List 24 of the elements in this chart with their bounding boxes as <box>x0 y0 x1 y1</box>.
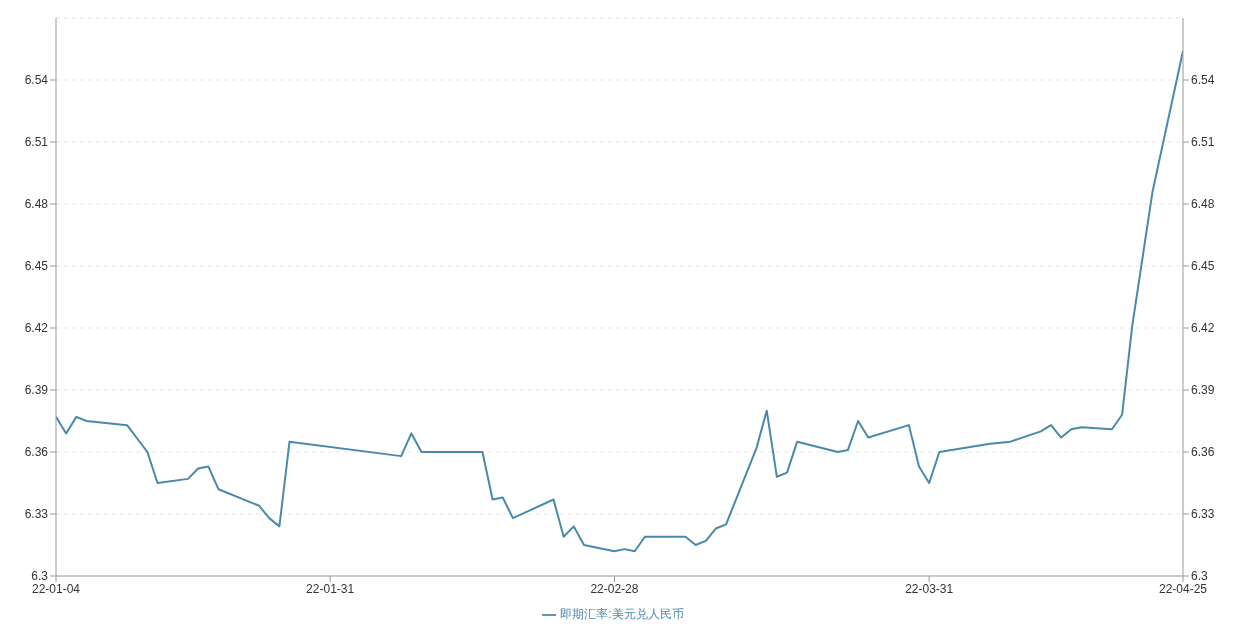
y2-tick-label: 6.54 <box>1191 73 1215 88</box>
y-tick-label: 6.51 <box>24 135 49 150</box>
y-tick-label: 6.54 <box>24 73 49 88</box>
legend-label: 即期汇率:美元兑人民币 <box>560 607 684 621</box>
x-tick-label: 22-04-25 <box>1158 581 1208 596</box>
x-tick-label: 22-01-04 <box>31 581 81 596</box>
y2-tick-label: 6.51 <box>1191 135 1215 150</box>
y-tick-label: 6.3 <box>31 569 49 584</box>
x-tick-label: 22-03-31 <box>905 581 954 596</box>
y2-tick-label: 6.39 <box>1191 383 1215 398</box>
x-tick-label: 22-01-31 <box>306 581 355 596</box>
y2-tick-label: 6.33 <box>1191 507 1215 522</box>
y-tick-label: 6.48 <box>24 197 49 212</box>
y-tick-label: 6.42 <box>24 321 49 336</box>
y2-tick-label: 6.42 <box>1191 321 1215 336</box>
y2-tick-label: 6.48 <box>1191 197 1215 212</box>
x-tick-label: 22-02-28 <box>590 581 639 596</box>
y-tick-label: 6.33 <box>24 507 49 522</box>
y-tick-label: 6.36 <box>24 445 49 460</box>
y-tick-label: 6.39 <box>24 383 49 398</box>
y2-tick-label: 6.36 <box>1191 445 1215 460</box>
y2-tick-label: 6.3 <box>1191 569 1209 584</box>
y-tick-label: 6.45 <box>24 259 49 274</box>
y2-tick-label: 6.45 <box>1191 259 1215 274</box>
